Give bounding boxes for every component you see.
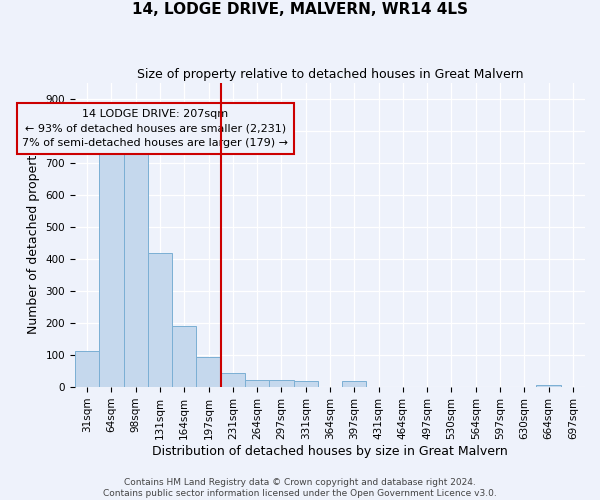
Bar (99, 148, 124, 387)
Bar (245, 380, 269, 387)
Title: Size of property relative to detached houses in Great Malvern: Size of property relative to detached ho… (137, 68, 523, 80)
Bar (221, 374, 245, 387)
Bar (75, 351, 99, 387)
Bar (148, 252, 172, 387)
Bar (269, 380, 293, 387)
Text: Contains HM Land Registry data © Crown copyright and database right 2024.
Contai: Contains HM Land Registry data © Crown c… (103, 478, 497, 498)
Text: 14 LODGE DRIVE: 207sqm
← 93% of detached houses are smaller (2,231)
7% of semi-d: 14 LODGE DRIVE: 207sqm ← 93% of detached… (22, 108, 288, 148)
Bar (536, 384, 561, 387)
Bar (342, 380, 367, 387)
Bar (293, 380, 318, 387)
X-axis label: Distribution of detached houses by size in Great Malvern: Distribution of detached houses by size … (152, 444, 508, 458)
Bar (172, 326, 196, 387)
Text: 14, LODGE DRIVE, MALVERN, WR14 4LS: 14, LODGE DRIVE, MALVERN, WR14 4LS (132, 2, 468, 18)
Y-axis label: Number of detached properties: Number of detached properties (27, 136, 40, 334)
Bar (196, 358, 221, 387)
Bar (124, 148, 148, 387)
